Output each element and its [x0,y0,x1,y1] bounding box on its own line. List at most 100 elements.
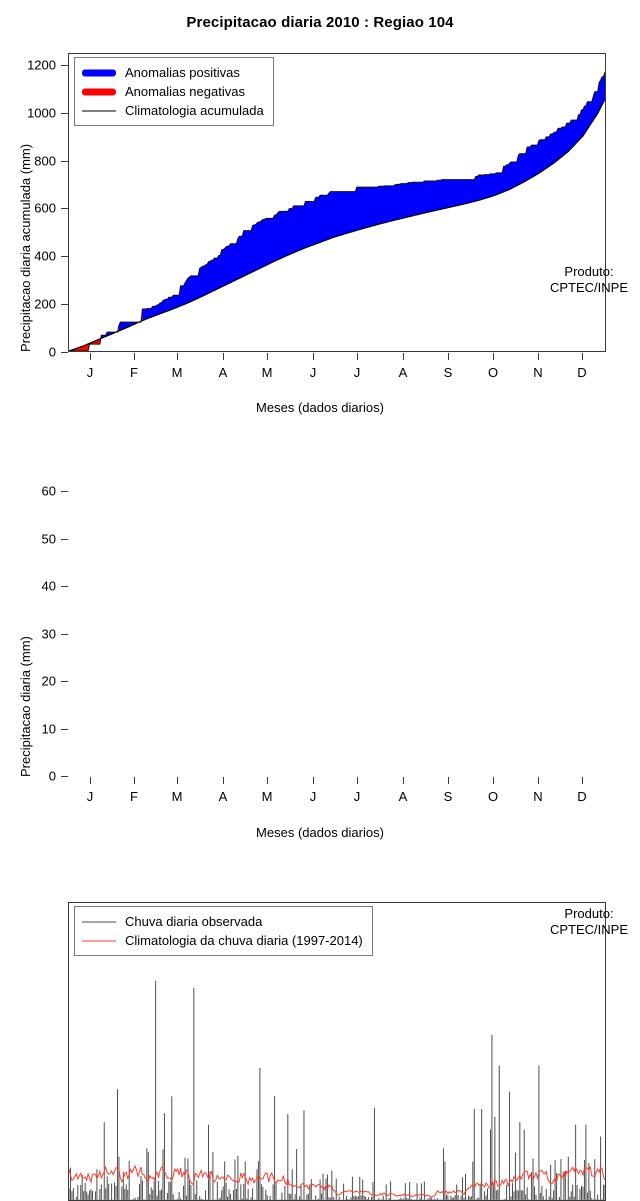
gray-line-icon [82,915,116,928]
x-tick-label: N [533,365,543,380]
accumulated-chart-svg [69,71,605,351]
red-swatch-icon [82,85,116,98]
x-tick-label: A [398,365,408,380]
x-tick-label: M [171,789,183,804]
climatology-accumulated-line [69,98,605,351]
legend-item-observed-rain: Chuva diaria observada [82,912,363,931]
x-tick-label: A [218,789,228,804]
legend-item-positive-anomaly: Anomalias positivas [82,63,264,82]
x-tick-label: D [577,789,587,804]
y-tick-mark [61,161,68,162]
x-tick-label: D [577,365,587,380]
x-tick-mark [582,353,583,360]
observed-daily-rain-spikes [69,980,605,1200]
y-tick-mark [61,352,68,353]
x-tick-mark [177,777,178,784]
x-tick-mark [134,353,135,360]
y-tick-mark [61,491,68,492]
y-tick-mark [61,65,68,66]
accumulated-plot-area [68,53,606,352]
y-tick-mark [61,113,68,114]
daily-legend: Chuva diaria observada Climatologia da c… [74,906,373,956]
x-tick-label: S [443,365,453,380]
x-tick-mark [357,353,358,360]
y-tick-mark [61,256,68,257]
legend-label-negative-anomaly: Anomalias negativas [125,84,245,99]
x-tick-mark [90,777,91,784]
legend-label-daily-climatology: Climatologia da chuva diaria (1997-2014) [125,933,363,948]
x-tick-mark [177,353,178,360]
x-tick-mark [403,777,404,784]
y-tick-label: 10 [41,721,56,737]
y-tick-label: 400 [34,248,56,264]
y-tick-label: 0 [48,344,56,360]
x-tick-label: M [261,365,273,380]
y-tick-mark [61,681,68,682]
daily-y-axis-title: Precipitacao diaria (mm) [18,636,33,777]
accumulated-y-axis-title: Precipitacao diaria acumulada (mm) [18,143,33,352]
x-tick-mark [493,777,494,784]
x-tick-label: F [130,789,138,804]
x-tick-mark [582,777,583,784]
y-tick-label: 0 [48,768,56,784]
x-tick-label: J [353,789,361,804]
y-tick-mark [61,208,68,209]
x-tick-mark [267,777,268,784]
x-tick-label: A [398,789,408,804]
black-line-icon [82,104,116,117]
accumulated-x-axis-title: Meses (dados diarios) [256,400,384,415]
red-line-icon [82,934,116,947]
blue-swatch-icon [82,66,116,79]
x-tick-label: O [487,365,499,380]
x-tick-label: F [130,365,138,380]
daily-x-axis-title: Meses (dados diarios) [256,825,384,840]
x-tick-label: J [309,789,317,804]
y-tick-label: 30 [41,626,56,642]
x-tick-mark [313,353,314,360]
y-tick-mark [61,304,68,305]
x-tick-mark [134,777,135,784]
y-tick-mark [61,729,68,730]
legend-item-daily-climatology: Climatologia da chuva diaria (1997-2014) [82,931,363,950]
legend-label-climatology-accumulated: Climatologia acumulada [125,103,264,118]
x-tick-mark [90,353,91,360]
accumulated-precipitation-panel: Precipitacao diaria 2010 : Regiao 104 0 2… [0,0,640,425]
x-tick-mark [403,353,404,360]
legend-item-negative-anomaly: Anomalias negativas [82,82,264,101]
x-tick-label: J [86,789,94,804]
daily-precipitation-panel: 0 10 20 30 40 50 60 Precipitacao diaria (mm) J… [0,425,640,1201]
x-tick-label: J [309,365,317,380]
positive-anomaly-band [142,71,605,321]
x-tick-mark [313,777,314,784]
x-tick-mark [223,777,224,784]
produto-annotation-top: Produto: CPTEC/INPE [549,264,628,295]
legend-label-positive-anomaly: Anomalias positivas [125,65,240,80]
x-tick-label: N [533,789,543,804]
x-tick-label: S [443,789,453,804]
x-tick-label: A [218,365,228,380]
y-tick-label: 600 [34,200,56,216]
legend-item-climatology-accumulated: Climatologia acumulada [82,101,264,120]
y-tick-label: 40 [41,578,56,594]
y-tick-mark [61,776,68,777]
y-tick-mark [61,634,68,635]
observed-accumulated-line [69,71,605,351]
x-tick-mark [538,353,539,360]
x-tick-label: O [487,789,499,804]
x-tick-label: J [353,365,361,380]
accumulated-legend: Anomalias positivas Anomalias negativas … [74,57,274,126]
y-tick-label: 200 [34,296,56,312]
y-tick-label: 800 [34,153,56,169]
y-tick-label: 1200 [27,57,56,73]
y-tick-label: 60 [41,483,56,499]
x-tick-mark [357,777,358,784]
page-title: Precipitacao diaria 2010 : Regiao 104 [186,14,454,31]
x-tick-mark [223,353,224,360]
produto-annotation-bottom: Produto: CPTEC/INPE [549,906,628,937]
y-tick-mark [61,539,68,540]
x-tick-mark [267,353,268,360]
x-tick-label: J [86,365,94,380]
y-tick-label: 20 [41,673,56,689]
x-tick-mark [493,353,494,360]
y-tick-label: 50 [41,531,56,547]
